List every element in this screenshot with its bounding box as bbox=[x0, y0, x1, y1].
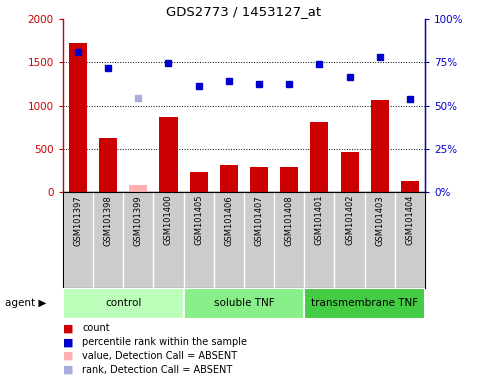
Text: GSM101408: GSM101408 bbox=[284, 195, 294, 245]
Text: ■: ■ bbox=[63, 323, 73, 333]
Bar bbox=[250, 167, 268, 192]
Text: GSM101404: GSM101404 bbox=[405, 195, 414, 245]
Text: agent ▶: agent ▶ bbox=[5, 298, 46, 308]
Bar bbox=[189, 172, 208, 192]
Bar bbox=[99, 139, 117, 192]
Text: GSM101403: GSM101403 bbox=[375, 195, 384, 245]
Bar bbox=[129, 185, 147, 192]
Bar bbox=[304, 288, 425, 319]
Text: GSM101402: GSM101402 bbox=[345, 195, 354, 245]
Text: control: control bbox=[105, 298, 142, 308]
Bar bbox=[184, 288, 304, 319]
Text: soluble TNF: soluble TNF bbox=[213, 298, 274, 308]
Text: GSM101405: GSM101405 bbox=[194, 195, 203, 245]
Text: ■: ■ bbox=[63, 351, 73, 361]
Bar bbox=[341, 152, 358, 192]
Text: ■: ■ bbox=[63, 337, 73, 347]
Text: GSM101407: GSM101407 bbox=[255, 195, 264, 245]
Text: ■: ■ bbox=[63, 365, 73, 375]
Text: GSM101398: GSM101398 bbox=[103, 195, 113, 246]
Bar bbox=[159, 117, 178, 192]
Text: rank, Detection Call = ABSENT: rank, Detection Call = ABSENT bbox=[82, 365, 232, 375]
Text: GSM101399: GSM101399 bbox=[134, 195, 143, 245]
Text: GSM101400: GSM101400 bbox=[164, 195, 173, 245]
Text: GSM101406: GSM101406 bbox=[224, 195, 233, 245]
Title: GDS2773 / 1453127_at: GDS2773 / 1453127_at bbox=[166, 5, 322, 18]
Text: GSM101397: GSM101397 bbox=[73, 195, 83, 246]
Text: GSM101401: GSM101401 bbox=[315, 195, 324, 245]
Bar bbox=[280, 167, 298, 192]
Bar bbox=[311, 122, 328, 192]
Bar bbox=[371, 99, 389, 192]
Text: transmembrane TNF: transmembrane TNF bbox=[311, 298, 418, 308]
Bar bbox=[401, 181, 419, 192]
Text: count: count bbox=[82, 323, 110, 333]
Bar bbox=[69, 43, 87, 192]
Bar bbox=[63, 288, 184, 319]
Text: percentile rank within the sample: percentile rank within the sample bbox=[82, 337, 247, 347]
Bar bbox=[220, 165, 238, 192]
Text: value, Detection Call = ABSENT: value, Detection Call = ABSENT bbox=[82, 351, 237, 361]
